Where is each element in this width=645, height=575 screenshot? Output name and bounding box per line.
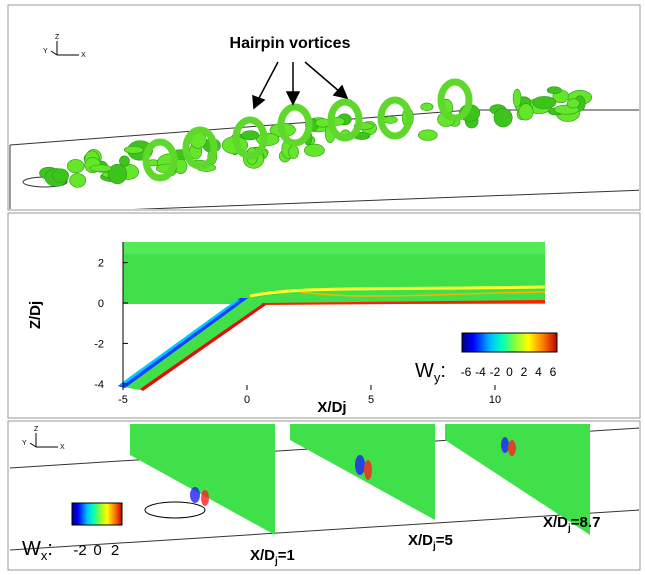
x-tick-label: -5 (118, 394, 128, 406)
triad-label: Z (55, 34, 60, 41)
label-text: X/D (543, 514, 568, 531)
y-tick-label: 0 (98, 298, 104, 310)
x-axis-label: X/Dj (317, 399, 346, 416)
colorbar-tick-label: -6 (461, 365, 472, 379)
vortex (567, 99, 579, 108)
colorbar-tick-label: 4 (535, 365, 542, 379)
colorbar (462, 333, 557, 352)
vortex (124, 146, 143, 153)
colorbar-tick-label: 0 (506, 365, 513, 379)
y-axis-label: Z/Dj (27, 301, 44, 329)
colorbar-tick-label: 2 (111, 542, 119, 559)
colorbar-tick-label: -2 (73, 542, 86, 559)
symbol: W (22, 538, 41, 560)
vortex (242, 131, 259, 140)
label-text: X/D (408, 532, 433, 549)
colorbar-tick-label: 2 (521, 365, 528, 379)
suffix: : (47, 538, 53, 560)
vortex (532, 96, 556, 108)
vortex (383, 116, 397, 123)
vortex (421, 103, 433, 111)
suffix: =5 (436, 532, 453, 549)
y-tick-label: -2 (94, 338, 104, 350)
symbol: W (415, 360, 434, 382)
triad-label: Y (22, 440, 27, 447)
x-tick-label: 5 (368, 394, 374, 406)
y-tick-label: 2 (98, 258, 104, 270)
vortex (67, 159, 84, 172)
triad-label: Z (34, 426, 39, 433)
suffix: =8.7 (571, 514, 601, 531)
colorbar-label: Wy: (415, 360, 446, 385)
figure: Hairpin vortices ZYX 20-2-4-50510 Z/Dj X… (0, 0, 645, 575)
vortex (119, 156, 129, 167)
triad-label: X (81, 52, 86, 59)
vortex (289, 146, 299, 159)
vortex (494, 108, 512, 127)
colorbar-tick-label: -4 (475, 365, 486, 379)
suffix: : (440, 360, 446, 382)
colorbar-label: Wx: (22, 538, 53, 563)
colorbar-tick-label: -2 (490, 365, 501, 379)
annotation: Hairpin vortices (230, 35, 351, 52)
vortex (53, 169, 69, 183)
colorbar (72, 503, 122, 525)
y-tick-label: -4 (94, 379, 104, 391)
label-text: X/D (250, 547, 275, 564)
vortex (418, 130, 437, 141)
x-tick-label: 0 (244, 394, 250, 406)
vortex (519, 104, 533, 120)
x-tick-label: 10 (489, 394, 501, 406)
triad-label: X (60, 444, 65, 451)
vortex (513, 89, 521, 107)
vortex (70, 174, 86, 188)
suffix: =1 (278, 547, 295, 564)
triad-label: Y (43, 48, 48, 55)
vortex (547, 87, 561, 94)
colorbar-tick-label: 6 (550, 365, 557, 379)
vortex (304, 144, 324, 156)
colorbar-tick-label: 0 (93, 542, 101, 559)
vortex (90, 165, 112, 172)
